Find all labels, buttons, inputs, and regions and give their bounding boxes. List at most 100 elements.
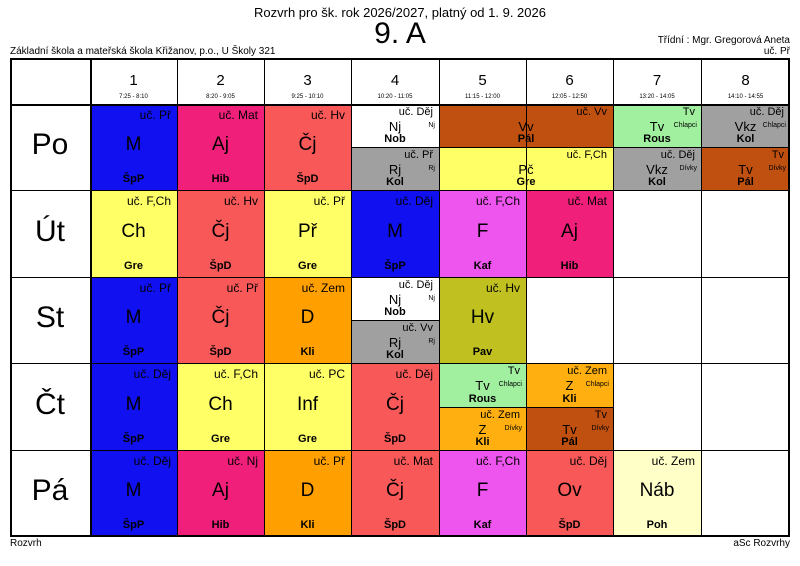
lesson-subject: Čj: [211, 220, 230, 242]
lesson-cell[interactable]: uč. Nj Aj Hib: [177, 450, 264, 536]
grid-line: [10, 58, 790, 60]
lesson-cell[interactable]: uč. Děj M ŠpP: [90, 450, 177, 536]
lesson-teacher: ŠpD: [384, 519, 406, 531]
lesson-cell[interactable]: uč. Děj Nj Nj Nob: [351, 277, 439, 320]
lesson-cell[interactable]: Tv Tv Dívky Pál: [701, 147, 790, 190]
lesson-teacher: ŠpD: [209, 346, 232, 358]
lesson-subject: Z: [478, 422, 487, 437]
lesson-teacher: ŠpD: [209, 260, 232, 272]
lesson-cell[interactable]: uč. Př Př Gre: [264, 190, 351, 277]
lesson-room: uč. Děj: [133, 454, 171, 468]
lesson-cell[interactable]: uč. Zem Náb Poh: [613, 450, 701, 536]
lesson-teacher: Pál: [439, 133, 613, 145]
lesson-cell[interactable]: uč. Hv Čj ŠpD: [264, 104, 351, 190]
lesson-teacher: ŠpD: [384, 433, 406, 445]
lesson-room: uč. Zem: [567, 365, 607, 377]
lesson-subject: Aj: [212, 480, 229, 501]
lesson-cell[interactable]: uč. Děj Ov ŠpD: [526, 450, 613, 536]
lesson-teacher: Kol: [386, 349, 404, 361]
split-line: [526, 407, 613, 408]
lesson-cell[interactable]: uč. Hv Hv Pav: [439, 277, 526, 363]
day-label: Po: [31, 128, 69, 161]
lesson-cell[interactable]: uč. Děj Čj ŠpD: [351, 363, 439, 450]
lesson-subject: M: [125, 307, 142, 328]
day-label: Pá: [31, 474, 69, 507]
lesson-cell[interactable]: uč. Zem Z Dívky Kli: [439, 407, 526, 450]
lesson-group: Dívky: [591, 425, 610, 432]
period-number: 8: [741, 72, 750, 89]
lesson-cell[interactable]: uč. F,Ch F Kaf: [439, 450, 526, 536]
class-teacher-room: uč. Př: [763, 46, 790, 57]
lesson-cell[interactable]: uč. F,Ch F Kaf: [439, 190, 526, 277]
footer-right: aSc Rozvrhy: [733, 538, 790, 549]
lesson-subject: Hv: [470, 307, 495, 328]
lesson-group: Chlapci: [673, 122, 697, 129]
grid-line: [10, 535, 790, 537]
lesson-cell[interactable]: uč. F,Ch Ch Gre: [177, 363, 264, 450]
lesson-subject: Čj: [298, 134, 317, 155]
lesson-cell[interactable]: uč. Hv Čj ŠpD: [177, 190, 264, 277]
lesson-teacher: Kli: [562, 393, 577, 405]
lesson-teacher: Poh: [646, 519, 668, 531]
lesson-cell[interactable]: uč. PC Inf Gre: [264, 363, 351, 450]
lesson-teacher: Hib: [211, 173, 230, 185]
lesson-subject: Ov: [557, 480, 582, 501]
lesson-cell[interactable]: uč. VvVvPál: [439, 104, 613, 147]
footer-left: Rozvrh: [10, 538, 42, 549]
lesson-cell[interactable]: uč. Př Rj Rj Kol: [351, 147, 439, 190]
lesson-cell[interactable]: uč. Mat Čj ŠpD: [351, 450, 439, 536]
lesson-cell[interactable]: uč. Vv Rj Rj Kol: [351, 320, 439, 363]
lesson-room: uč. Mat: [567, 194, 607, 208]
lesson-cell[interactable]: Tv Tv Chlapci Rous: [613, 104, 701, 147]
lesson-room: Tv: [507, 365, 520, 377]
lesson-cell[interactable]: uč. Děj M ŠpP: [351, 190, 439, 277]
lesson-cell[interactable]: uč. Zem Z Chlapci Kli: [526, 363, 613, 407]
lesson-cell[interactable]: uč. Děj Nj Nj Nob: [351, 104, 439, 147]
lesson-cell[interactable]: uč. F,Ch Ch Gre: [90, 190, 177, 277]
grid-line: [526, 58, 527, 536]
lesson-room: uč. Děj: [660, 149, 695, 161]
lesson-cell[interactable]: uč. Mat Aj Hib: [526, 190, 613, 277]
lesson-teacher: Rous: [643, 133, 671, 145]
lesson-cell[interactable]: Tv Tv Chlapci Rous: [439, 363, 526, 407]
lesson-group: Nj: [428, 122, 435, 129]
period-time: 10:20 - 11:05: [377, 94, 413, 100]
lesson-group: Chlapci: [585, 381, 609, 388]
lesson-subject: Z: [565, 378, 574, 393]
lesson-room: uč. F,Ch: [475, 454, 520, 468]
lesson-teacher: Kaf: [473, 519, 492, 531]
lesson-subject: Tv: [475, 378, 490, 393]
grid-line: [177, 58, 178, 536]
period-number: 1: [129, 72, 138, 89]
lesson-cell[interactable]: uč. Př M ŠpP: [90, 277, 177, 363]
split-line: [439, 407, 526, 408]
lesson-teacher: Nob: [384, 133, 406, 145]
grid-line: [10, 450, 790, 451]
lesson-cell[interactable]: uč. Mat Aj Hib: [177, 104, 264, 190]
lesson-cell[interactable]: Tv Tv Dívky Pál: [526, 407, 613, 450]
lesson-cell[interactable]: uč. Děj Vkz Chlapci Kol: [701, 104, 790, 147]
lesson-cell[interactable]: uč. Př D Kli: [264, 450, 351, 536]
lesson-cell[interactable]: uč. Děj M ŠpP: [90, 363, 177, 450]
lesson-cell[interactable]: uč. Př M ŠpP: [90, 104, 177, 190]
lesson-teacher: Kol: [386, 176, 404, 188]
lesson-teacher: Kol: [736, 133, 755, 145]
lesson-cell[interactable]: uč. Zem D Kli: [264, 277, 351, 363]
lesson-subject: F: [476, 220, 489, 242]
grid-line: [701, 58, 702, 536]
lesson-group: Nj: [428, 295, 435, 302]
period-number: 4: [390, 72, 400, 89]
lesson-cell[interactable]: uč. Př Čj ŠpD: [177, 277, 264, 363]
lesson-subject: Nj: [388, 292, 402, 307]
lesson-group: Rj: [428, 338, 435, 345]
lesson-room: uč. Děj: [398, 106, 433, 118]
lesson-room: uč. Př: [139, 281, 171, 295]
lesson-cell[interactable]: uč. Děj Vkz Dívky Kol: [613, 147, 701, 190]
lesson-subject: M: [125, 134, 142, 155]
lesson-room: uč. PC: [308, 367, 345, 381]
lesson-teacher: ŠpP: [384, 260, 406, 272]
period-number: 3: [303, 72, 312, 89]
lesson-room: Tv: [682, 106, 695, 118]
lesson-room: uč. Hv: [223, 194, 258, 208]
split-line: [701, 147, 790, 148]
